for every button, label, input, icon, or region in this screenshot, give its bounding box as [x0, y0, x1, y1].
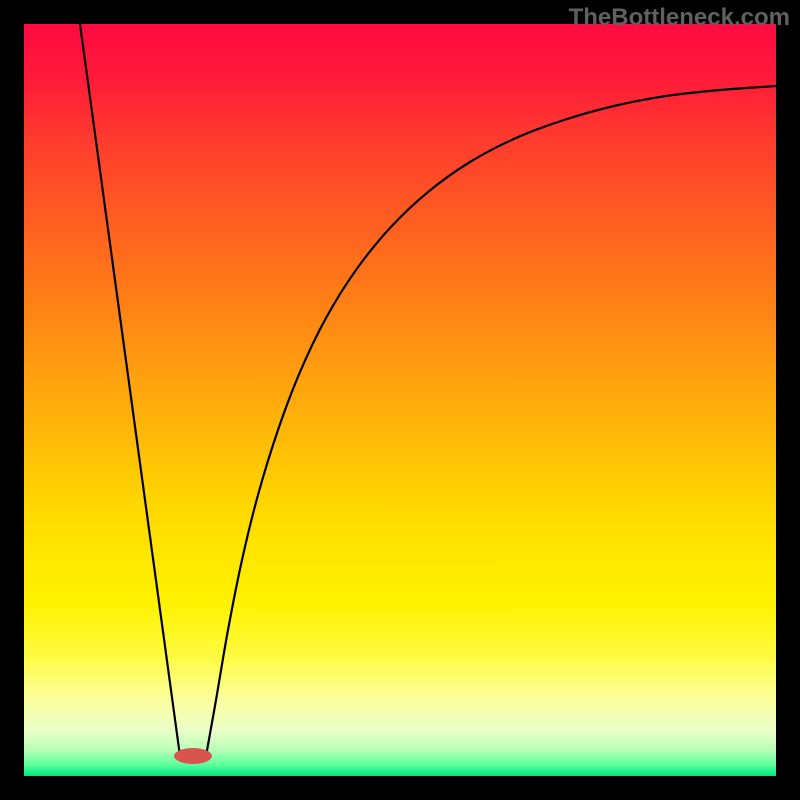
gradient-bg — [24, 24, 776, 776]
watermark-text: TheBottleneck.com — [569, 4, 790, 32]
chart-svg — [0, 0, 800, 800]
valley-marker — [174, 748, 212, 764]
chart-container: TheBottleneck.com — [0, 0, 800, 800]
